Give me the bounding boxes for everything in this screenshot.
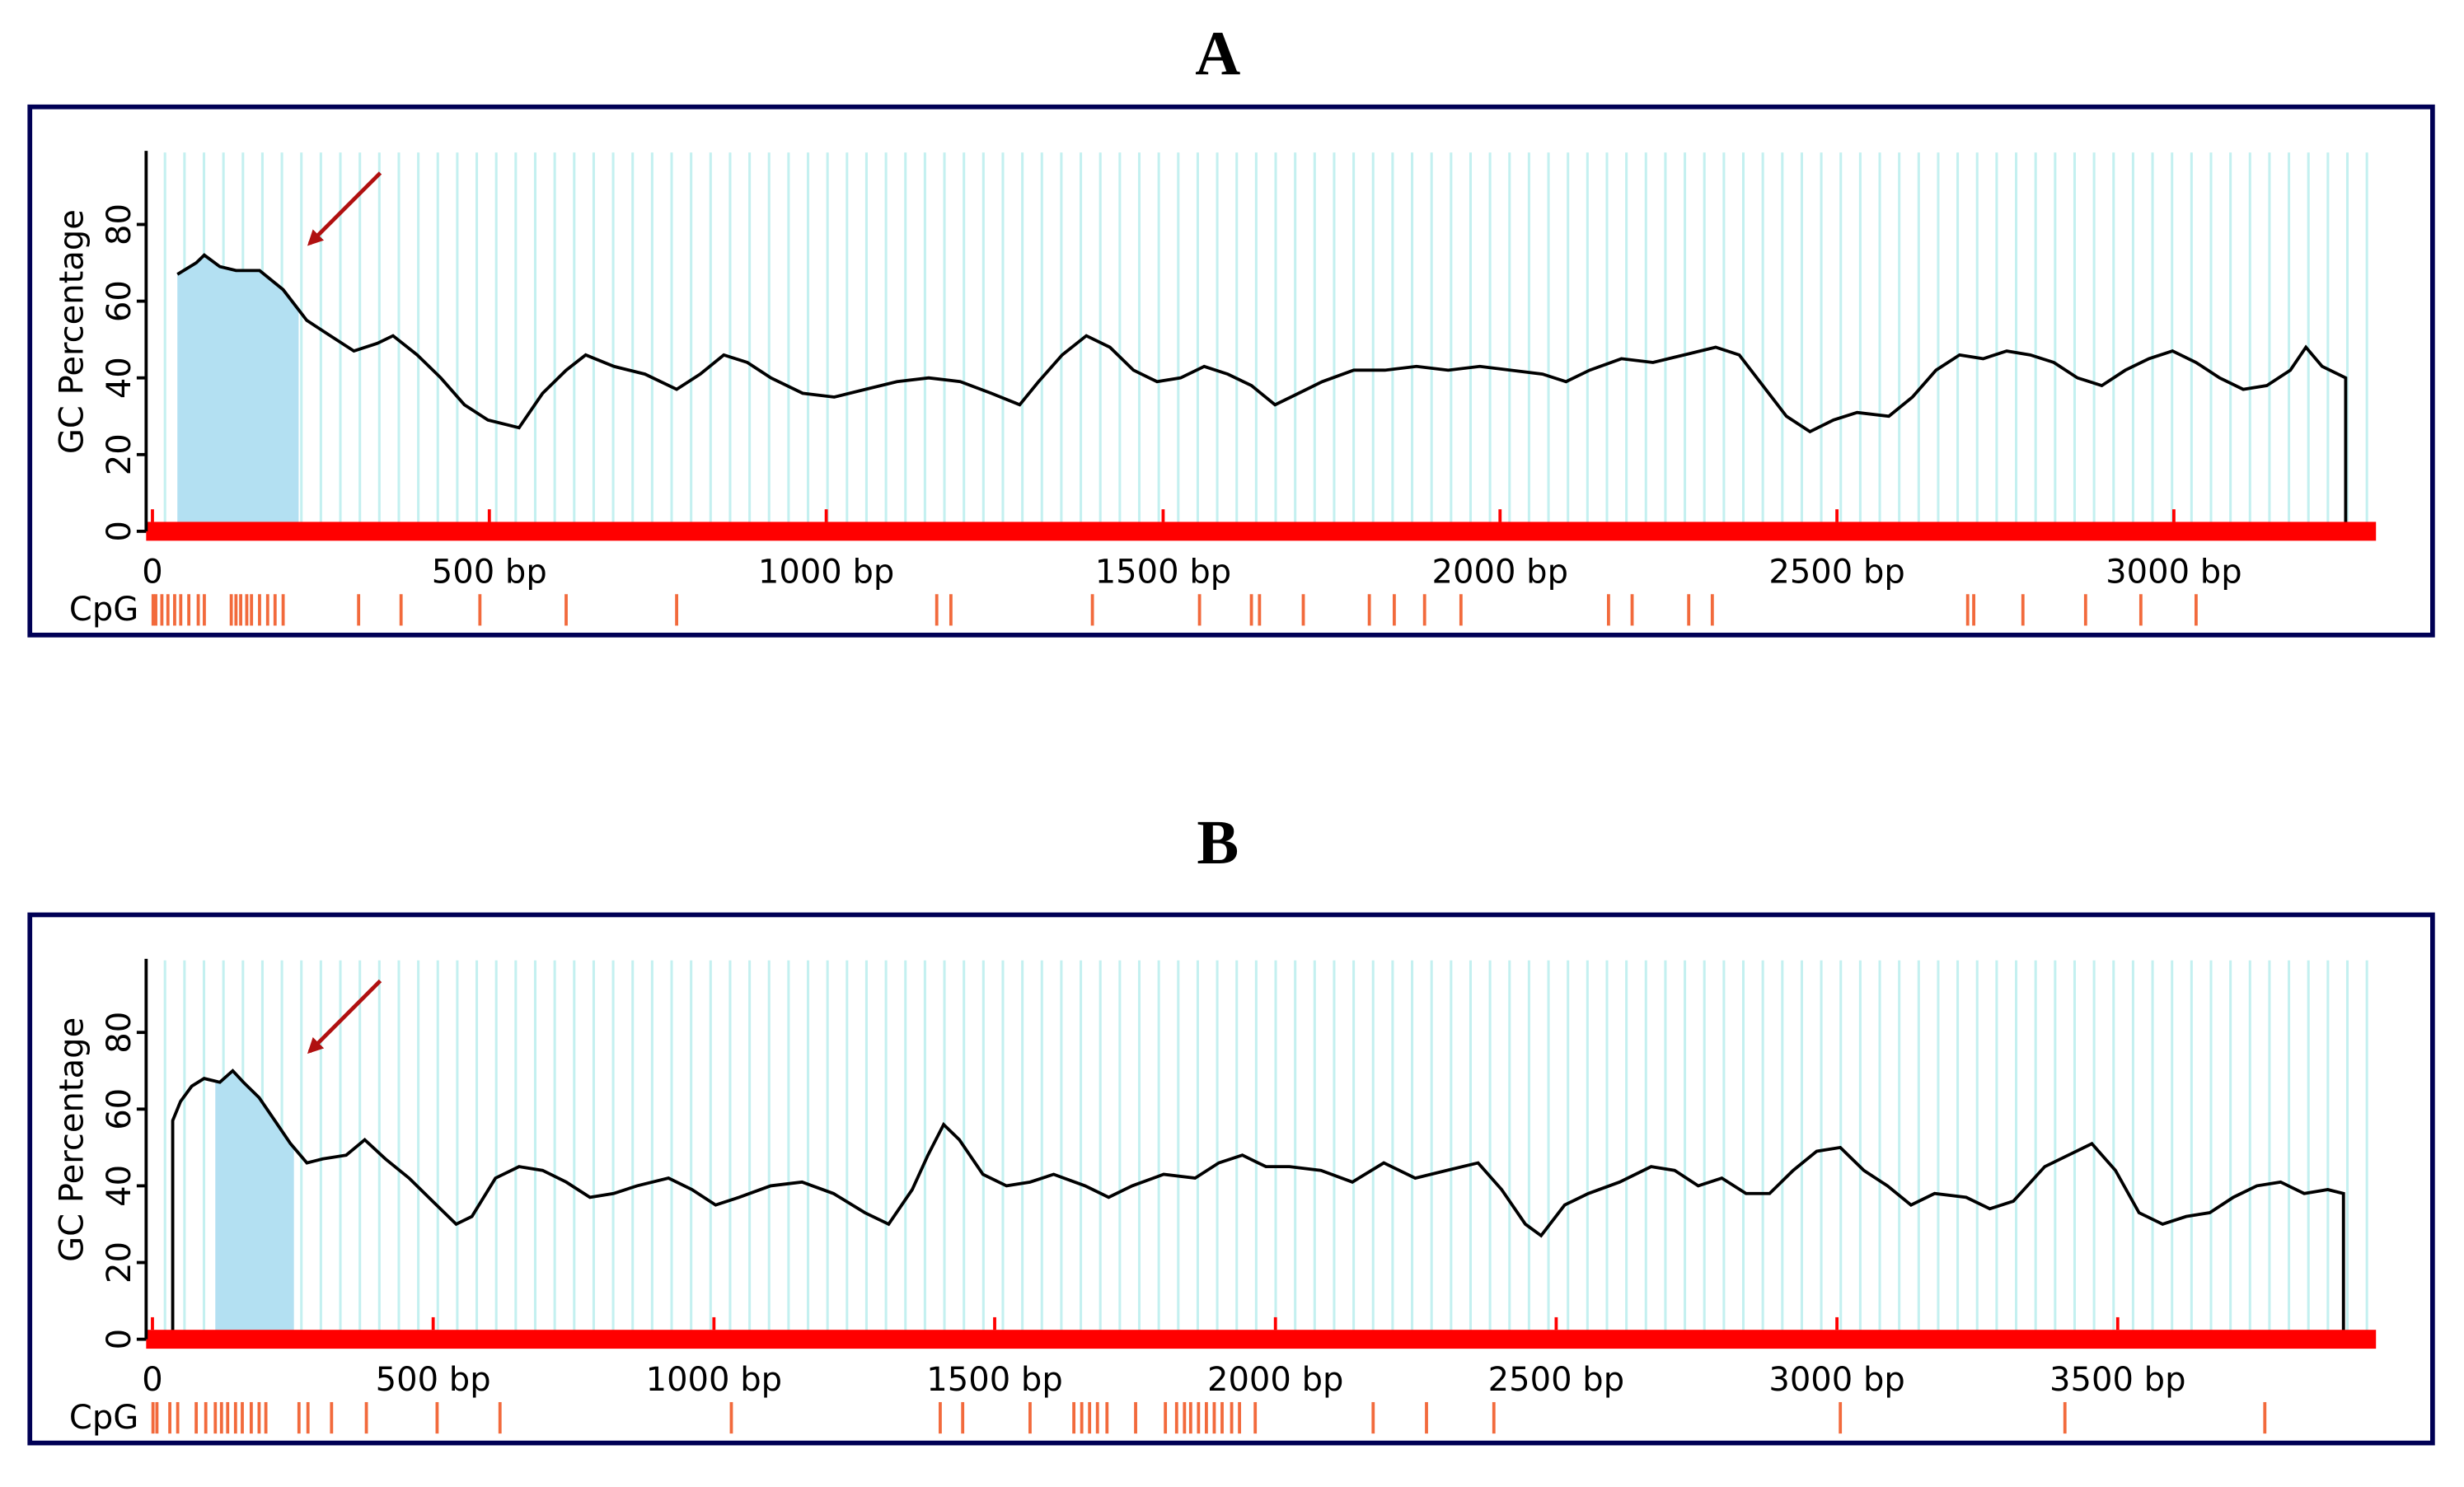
x-tick-label: 2500 bp — [1768, 553, 1904, 591]
x-tick-label: 2000 bp — [1432, 553, 1568, 591]
y-tick-label: 40 — [101, 357, 138, 399]
y-axis-label: GC Percentage — [54, 209, 91, 454]
y-tick-label: 40 — [101, 1165, 138, 1207]
gc-line — [176, 253, 2348, 531]
y-tick-label: 20 — [101, 1242, 138, 1284]
x-tick-label: 1000 bp — [646, 1361, 782, 1399]
x-tick-label: 1000 bp — [758, 553, 894, 591]
y-tick-label: 0 — [101, 521, 138, 541]
y-tick-label: 80 — [101, 1012, 138, 1054]
y-tick-label: 80 — [101, 203, 138, 245]
cpg-island-shade — [177, 255, 299, 531]
cpg-island-shade — [215, 1070, 294, 1340]
y-tick-label: 60 — [101, 1088, 138, 1130]
cpg-label: CpG — [69, 591, 138, 629]
y-tick-label: 0 — [101, 1329, 138, 1349]
annotation-arrow — [307, 171, 382, 246]
x-tick-label: 2500 bp — [1488, 1361, 1624, 1399]
x-tick-label: 3000 bp — [2106, 553, 2241, 591]
x-tick-label: 3000 bp — [1768, 1361, 1904, 1399]
x-tick-label: 500 bp — [432, 553, 547, 591]
x-tick-label: 0 — [142, 553, 162, 591]
y-tick-label: 20 — [101, 433, 138, 475]
x-tick-label: 0 — [142, 1361, 162, 1399]
panel: B 0 20 40 60 80 GC Percentage 0 500 bp 1000 bp 150… — [27, 807, 2435, 1446]
panel: A 0 20 40 60 80 GC Percentage 0 500 bp 1000 bp 150… — [27, 18, 2435, 638]
x-tick-label: 500 bp — [376, 1361, 491, 1399]
y-axis-label: GC Percentage — [54, 1017, 91, 1262]
x-tick-label: 1500 bp — [926, 1361, 1062, 1399]
x-tick-label: 3500 bp — [2049, 1361, 2185, 1399]
x-tick-label: 2000 bp — [1207, 1361, 1343, 1399]
panel-title: B — [1197, 807, 1239, 877]
x-axis-bar — [146, 521, 2377, 541]
plot-area — [152, 152, 2377, 531]
y-tick-label: 60 — [101, 280, 138, 322]
panel-title: A — [1195, 18, 1240, 88]
x-tick-label: 1500 bp — [1095, 553, 1231, 591]
x-axis-bar — [146, 1330, 2377, 1349]
annotation-arrow — [307, 979, 382, 1054]
cpg-label: CpG — [69, 1399, 138, 1437]
gc-line — [171, 1068, 2345, 1340]
plot-area — [152, 960, 2377, 1340]
